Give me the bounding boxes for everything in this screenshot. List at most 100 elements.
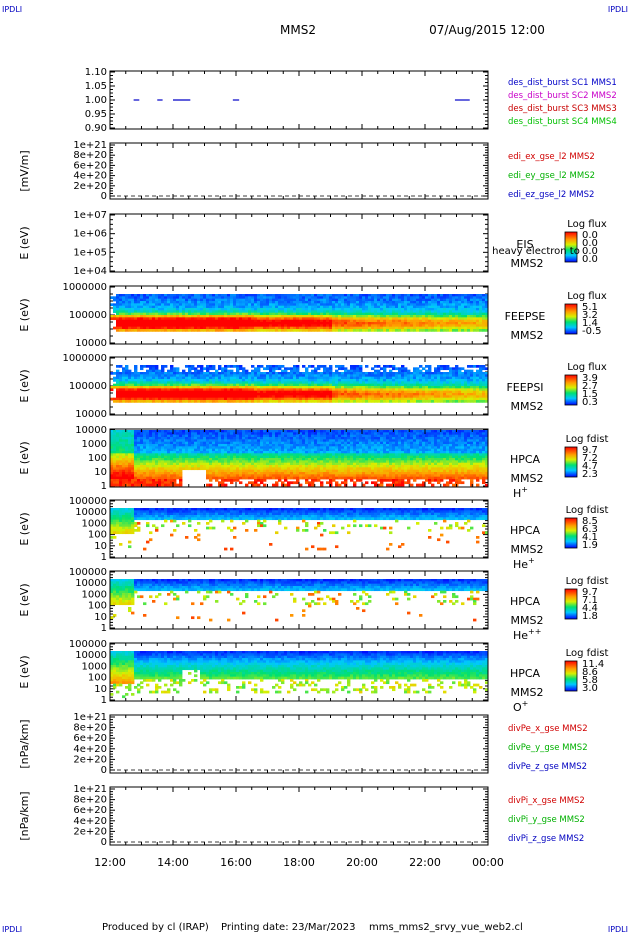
- spectrogram-cell: [323, 369, 327, 373]
- spectrogram-cell: [377, 315, 381, 318]
- spectrogram-cell: [188, 430, 192, 433]
- spectrogram-cell: [140, 448, 144, 452]
- spectrogram-cell: [461, 400, 465, 403]
- spectrogram-cell: [395, 301, 399, 304]
- spectrogram-cell: [425, 381, 429, 385]
- spectrogram-cell: [464, 301, 468, 304]
- spectrogram-cell: [122, 324, 126, 328]
- spectrogram-cell: [302, 376, 306, 380]
- spectrogram-cell: [479, 388, 483, 392]
- spectrogram-cell: [383, 388, 387, 392]
- spectrogram-cell: [362, 322, 366, 325]
- spectrogram-cell: [269, 395, 273, 399]
- spectrogram-cell: [227, 296, 231, 300]
- spectrogram-cell: [113, 481, 117, 485]
- spectrogram-cell: [164, 434, 168, 438]
- spectrogram-cell: [155, 476, 159, 480]
- spectrogram-cell: [269, 296, 273, 300]
- spectrogram-cell: [140, 439, 144, 443]
- spectrogram-cell: [242, 374, 246, 378]
- spectrogram-cell: [296, 367, 300, 371]
- spectrogram-cell: [290, 305, 294, 309]
- spectrogram-cell: [395, 322, 399, 325]
- spectrogram-cell: [413, 381, 417, 385]
- spectrogram-cell: [242, 388, 246, 392]
- spectrogram-cell: [449, 388, 453, 392]
- spectrogram-cell: [434, 376, 438, 380]
- spectrogram-cell: [128, 458, 132, 461]
- spectrogram-cell: [458, 308, 462, 311]
- spectrogram-cell: [128, 388, 132, 392]
- spectrogram-cell: [278, 376, 282, 380]
- spectrogram-cell: [254, 329, 258, 332]
- spectrogram-cell: [176, 437, 180, 440]
- spectrogram-cell: [191, 372, 195, 375]
- spectrogram-cell: [140, 446, 144, 450]
- spectrogram-cell: [182, 434, 186, 438]
- spectrogram-cell: [326, 379, 330, 382]
- spectrogram-cell: [251, 310, 255, 314]
- spectrogram-cell: [443, 367, 447, 371]
- spectrogram-cell: [344, 395, 348, 399]
- spectrogram-cell: [323, 322, 327, 325]
- spectrogram-cell: [155, 441, 159, 445]
- spectrogram-cell: [449, 374, 453, 378]
- spectrogram-cell: [143, 317, 147, 321]
- spectrogram-cell: [245, 379, 249, 382]
- spectrogram-cell: [416, 395, 420, 399]
- spectrogram-cell: [248, 329, 252, 332]
- spectrogram-cell: [449, 367, 453, 371]
- spectrogram-cell: [308, 400, 312, 403]
- spectrogram-cell: [239, 305, 243, 309]
- spectrogram-cell: [281, 312, 285, 316]
- spectrogram-cell: [377, 303, 381, 307]
- spectrogram-cell: [365, 312, 369, 316]
- spectrogram-cell: [401, 326, 405, 330]
- spectrogram-cell: [431, 379, 435, 382]
- spectrogram-cell: [176, 446, 180, 450]
- spectrogram-cell: [377, 376, 381, 380]
- spectrogram-cell: [302, 381, 306, 385]
- spectrogram-cell: [116, 381, 120, 385]
- spectrogram-cell: [296, 365, 300, 368]
- spectrogram-cell: [254, 317, 258, 321]
- spectrogram-cell: [296, 386, 300, 389]
- spectrogram-cell: [308, 301, 312, 304]
- spectrogram-cell: [428, 365, 432, 368]
- spectrogram-cell: [140, 472, 144, 475]
- spectrogram-cell: [191, 393, 195, 396]
- spectrogram-cell: [479, 395, 483, 399]
- spectrogram-cell: [266, 319, 270, 323]
- spectrogram-cell: [221, 376, 225, 380]
- spectrogram-cell: [128, 381, 132, 385]
- spectrogram-cell: [446, 322, 450, 325]
- spectrogram-cell: [386, 379, 390, 382]
- spectrogram-cell: [263, 395, 267, 399]
- spectrogram-cell: [134, 458, 138, 461]
- spectrogram-cell: [164, 397, 168, 401]
- spectrogram-cell: [404, 294, 408, 297]
- spectrogram-cell: [386, 322, 390, 325]
- spectrogram-cell: [359, 319, 363, 323]
- spectrogram-cell: [290, 367, 294, 371]
- spectrogram-cell: [416, 319, 420, 323]
- spectrogram-cell: [269, 381, 273, 385]
- spectrogram-cell: [221, 324, 225, 328]
- spectrogram-cell: [125, 376, 129, 380]
- spectrogram-cell: [392, 294, 396, 297]
- spectrogram-cell: [146, 390, 150, 394]
- spectrogram-cell: [416, 379, 420, 382]
- spectrogram-cell: [158, 388, 162, 392]
- spectrogram-cell: [167, 305, 171, 309]
- spectrogram-cell: [191, 379, 195, 382]
- spectrogram-cell: [395, 386, 399, 389]
- spectrogram-cell: [404, 303, 408, 307]
- spectrogram-cell: [230, 400, 234, 403]
- spectrogram-cell: [251, 379, 255, 382]
- spectrogram-cell: [116, 326, 120, 330]
- spectrogram-cell: [302, 326, 306, 330]
- spectrogram-cell: [158, 451, 162, 454]
- spectrogram-cell: [404, 381, 408, 385]
- spectrogram-cell: [428, 397, 432, 401]
- spectrogram-cell: [344, 315, 348, 318]
